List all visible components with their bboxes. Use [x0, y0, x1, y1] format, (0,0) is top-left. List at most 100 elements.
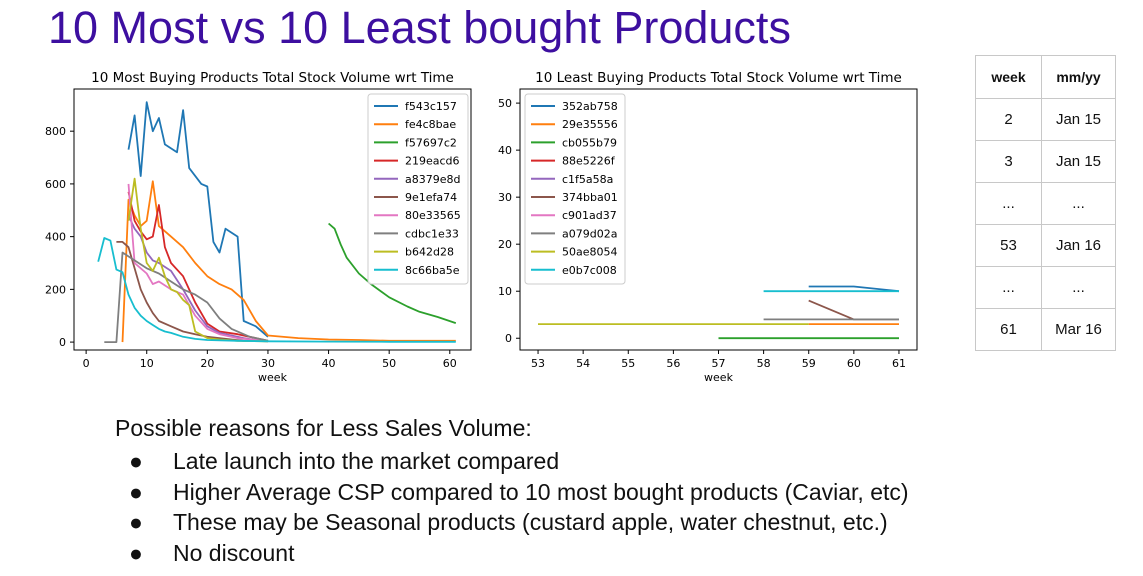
- month-year-cell: Mar 16: [1041, 308, 1116, 351]
- series-line-219eacd6: [127, 191, 269, 342]
- chart-title: 10 Most Buying Products Total Stock Volu…: [91, 70, 454, 86]
- y-tick-label: 40: [498, 144, 512, 157]
- bullet-icon: ●: [129, 509, 143, 535]
- y-tick-label: 30: [498, 191, 512, 204]
- x-tick-label: 54: [576, 357, 590, 370]
- week-cell: 2: [975, 98, 1042, 141]
- month-year-cell: Jan 16: [1041, 224, 1116, 267]
- week-cell: 3: [975, 140, 1042, 183]
- x-tick-label: 56: [666, 357, 680, 370]
- week-cell: 53: [975, 224, 1042, 267]
- series-line-8c66ba5e: [97, 237, 456, 343]
- legend-label: cb055b79: [562, 136, 617, 149]
- table-row: 53 Jan 16: [975, 224, 1116, 267]
- list-item: ● No discount: [115, 538, 909, 569]
- y-tick-label: 800: [45, 125, 66, 138]
- legend-label: c1f5a58a: [562, 173, 613, 186]
- month-year-cell: Jan 15: [1041, 98, 1116, 141]
- page-title: 10 Most vs 10 Least bought Products: [48, 2, 791, 53]
- list-item: ● Higher Average CSP compared to 10 most…: [115, 477, 909, 508]
- series-line-fe4c8bae: [121, 180, 456, 343]
- month-year-cell: ...: [1041, 266, 1116, 309]
- x-axis-label: week: [704, 371, 734, 384]
- x-tick-label: 59: [802, 357, 816, 370]
- legend-label: 29e35556: [562, 118, 618, 131]
- reason-text: Higher Average CSP compared to 10 most b…: [173, 478, 909, 505]
- y-tick-label: 20: [498, 238, 512, 251]
- y-tick-label: 400: [45, 231, 66, 244]
- legend-label: 80e33565: [405, 209, 461, 222]
- week-cell: ...: [975, 266, 1042, 309]
- week-cell: 61: [975, 308, 1042, 351]
- legend-label: a079d02a: [562, 227, 617, 240]
- x-tick-label: 60: [847, 357, 861, 370]
- legend-label: 88e5226f: [562, 155, 616, 168]
- x-tick-label: 53: [531, 357, 545, 370]
- x-tick-label: 55: [621, 357, 635, 370]
- week-cell: ...: [975, 182, 1042, 225]
- y-tick-label: 0: [59, 336, 66, 349]
- legend-label: 8c66ba5e: [405, 264, 460, 277]
- x-tick-label: 20: [200, 357, 214, 370]
- legend-label: 219eacd6: [405, 155, 460, 168]
- x-tick-label: 40: [322, 357, 336, 370]
- reasons-section: Possible reasons for Less Sales Volume: …: [115, 415, 909, 568]
- legend-label: f57697c2: [405, 136, 457, 149]
- month-year-cell: ...: [1041, 182, 1116, 225]
- legend-label: 50ae8054: [562, 246, 618, 259]
- list-item: ● Late launch into the market compared: [115, 446, 909, 477]
- legend-label: 374bba01: [562, 191, 618, 204]
- y-tick-label: 200: [45, 283, 66, 296]
- bullet-icon: ●: [129, 478, 143, 505]
- series-line-b642d28: [127, 177, 269, 343]
- y-tick-label: 0: [505, 332, 512, 345]
- most-bought-chart: 10 Most Buying Products Total Stock Volu…: [45, 70, 472, 384]
- x-tick-label: 0: [83, 357, 90, 370]
- week-column-header: week: [975, 55, 1042, 99]
- series-line-f543c157: [127, 101, 269, 338]
- series-line-9e1efa74: [116, 240, 269, 343]
- legend-label: a8379e8d: [405, 173, 460, 186]
- table-header-row: week mm/yy: [975, 55, 1116, 99]
- plot-frame: [73, 88, 472, 351]
- bullet-icon: ●: [129, 539, 143, 566]
- y-tick-label: 50: [498, 97, 512, 110]
- table-row: ... ...: [975, 182, 1116, 225]
- x-tick-label: 57: [712, 357, 726, 370]
- legend-label: fe4c8bae: [405, 118, 456, 131]
- chart-title: 10 Least Buying Products Total Stock Vol…: [535, 70, 902, 86]
- x-tick-label: 58: [757, 357, 771, 370]
- x-axis-label: week: [258, 371, 288, 384]
- legend-label: f543c157: [405, 100, 457, 113]
- legend-label: e0b7c008: [562, 264, 617, 277]
- series-line-374bba01: [808, 299, 899, 321]
- table-row: ... ...: [975, 266, 1116, 309]
- reason-text: Late launch into the market compared: [173, 448, 560, 474]
- x-tick-label: 10: [140, 357, 154, 370]
- series-line-cdbc1e33: [104, 251, 269, 344]
- reason-text: These may be Seasonal products (custard …: [173, 509, 888, 535]
- reasons-list: ● Late launch into the market compared ●…: [115, 446, 909, 568]
- legend-label: c901ad37: [562, 209, 617, 222]
- x-tick-label: 50: [382, 357, 396, 370]
- bullet-icon: ●: [129, 448, 143, 474]
- y-tick-label: 600: [45, 178, 66, 191]
- reason-text: No discount: [173, 539, 295, 566]
- table-row: 2 Jan 15: [975, 98, 1116, 141]
- least-bought-chart: 10 Least Buying Products Total Stock Vol…: [498, 70, 918, 384]
- table-row: 3 Jan 15: [975, 140, 1116, 183]
- x-tick-label: 60: [443, 357, 457, 370]
- month-year-column-header: mm/yy: [1041, 55, 1116, 99]
- list-item: ● These may be Seasonal products (custar…: [115, 507, 909, 538]
- series-line-352ab758: [808, 285, 900, 293]
- table-row: 61 Mar 16: [975, 308, 1116, 351]
- legend-label: b642d28: [405, 246, 454, 259]
- reasons-heading: Possible reasons for Less Sales Volume:: [115, 415, 532, 441]
- legend-label: 352ab758: [562, 100, 618, 113]
- x-tick-label: 61: [892, 357, 906, 370]
- x-tick-label: 30: [261, 357, 275, 370]
- legend-label: 9e1efa74: [405, 191, 457, 204]
- legend-label: cdbc1e33: [405, 227, 459, 240]
- week-month-lookup-table: week mm/yy 2 Jan 15 3 Jan 15 ... ... 53 …: [975, 55, 1116, 351]
- month-year-cell: Jan 15: [1041, 140, 1116, 183]
